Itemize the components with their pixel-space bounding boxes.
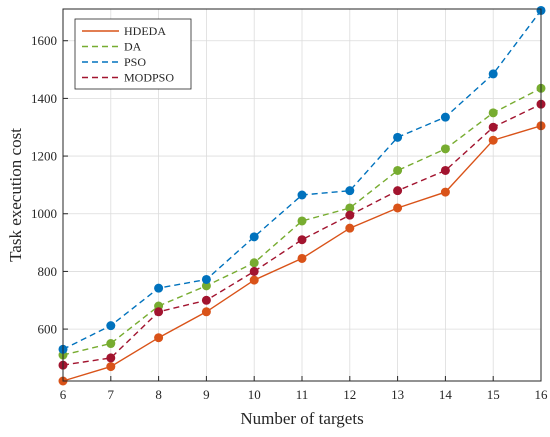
y-tick-label: 1400 bbox=[31, 91, 57, 106]
data-point bbox=[488, 122, 498, 132]
series-da bbox=[58, 83, 546, 360]
y-axis-title: Task execution cost bbox=[6, 128, 25, 262]
data-point bbox=[201, 281, 211, 291]
data-point bbox=[440, 112, 450, 122]
y-tick-label: 1000 bbox=[31, 206, 57, 221]
data-point bbox=[201, 274, 211, 284]
x-axis-ticks: 6 7 8 9 10 11 12 13 14 15 16 bbox=[60, 376, 548, 402]
data-point bbox=[393, 203, 403, 213]
data-point bbox=[297, 216, 307, 226]
y-tick-label: 600 bbox=[38, 322, 58, 337]
y-tick-label: 800 bbox=[38, 264, 58, 279]
data-point bbox=[440, 165, 450, 175]
series-line-da bbox=[62, 87, 542, 356]
data-point bbox=[201, 295, 211, 305]
x-tick-label: 14 bbox=[439, 387, 453, 402]
data-point bbox=[488, 135, 498, 145]
data-point bbox=[249, 275, 259, 285]
data-point bbox=[249, 232, 259, 242]
legend-label: DA bbox=[124, 40, 142, 54]
data-point bbox=[297, 190, 307, 200]
x-tick-label: 10 bbox=[248, 387, 261, 402]
x-tick-label: 7 bbox=[108, 387, 115, 402]
x-tick-label: 9 bbox=[203, 387, 210, 402]
data-point bbox=[106, 321, 116, 331]
data-point bbox=[249, 266, 259, 276]
x-tick-label: 12 bbox=[343, 387, 356, 402]
series-line-modpso bbox=[62, 103, 542, 366]
x-tick-label: 16 bbox=[535, 387, 549, 402]
legend-label: MODPSO bbox=[124, 71, 174, 85]
x-axis-title: Number of targets bbox=[240, 409, 363, 428]
data-point bbox=[345, 210, 355, 220]
y-tick-label: 1200 bbox=[31, 149, 57, 164]
data-point bbox=[297, 253, 307, 263]
data-point bbox=[297, 235, 307, 245]
data-point bbox=[393, 165, 403, 175]
data-point bbox=[345, 203, 355, 213]
data-point bbox=[393, 132, 403, 142]
data-point bbox=[106, 339, 116, 349]
legend-label: HDEDA bbox=[124, 24, 166, 38]
data-point bbox=[345, 223, 355, 233]
data-point bbox=[345, 186, 355, 196]
x-tick-label: 15 bbox=[487, 387, 500, 402]
data-point bbox=[154, 307, 164, 317]
data-point bbox=[440, 187, 450, 197]
x-tick-label: 6 bbox=[60, 387, 67, 402]
data-point bbox=[249, 258, 259, 268]
x-tick-label: 8 bbox=[155, 387, 162, 402]
data-point bbox=[154, 333, 164, 343]
data-point bbox=[201, 307, 211, 317]
data-point bbox=[393, 186, 403, 196]
data-point bbox=[106, 353, 116, 363]
data-point bbox=[154, 283, 164, 293]
y-tick-label: 1600 bbox=[31, 33, 57, 48]
data-point bbox=[488, 108, 498, 118]
x-tick-label: 11 bbox=[296, 387, 309, 402]
data-point bbox=[440, 144, 450, 154]
data-point bbox=[488, 69, 498, 79]
data-point bbox=[106, 362, 116, 372]
x-tick-label: 13 bbox=[391, 387, 404, 402]
legend-label: PSO bbox=[124, 55, 146, 69]
y-axis-ticks: 600 800 1000 1200 1400 1600 bbox=[31, 33, 68, 337]
series-pso bbox=[58, 5, 546, 354]
series-modpso bbox=[58, 99, 546, 370]
